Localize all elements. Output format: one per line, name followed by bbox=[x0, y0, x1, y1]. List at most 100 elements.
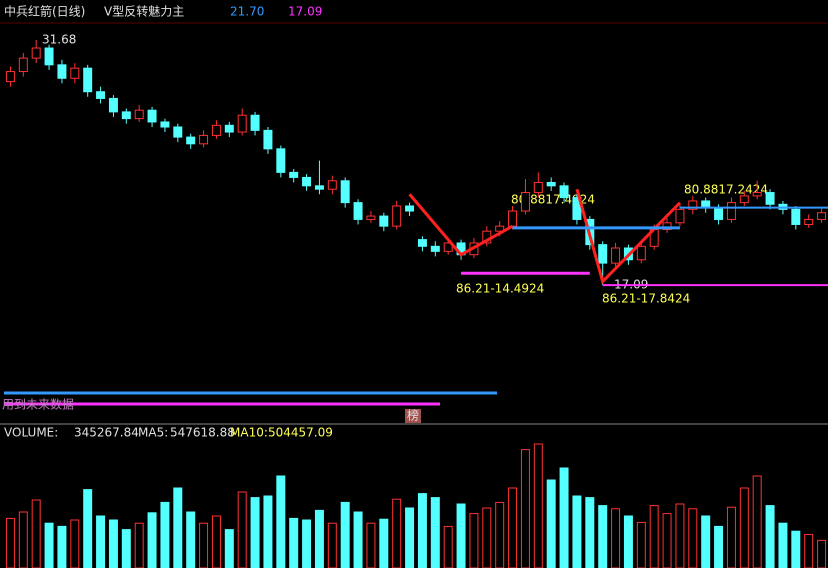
candle-body bbox=[147, 109, 157, 123]
candle-body bbox=[250, 114, 260, 131]
volume-bar bbox=[623, 515, 633, 568]
volume-bar bbox=[276, 475, 286, 568]
candle-body bbox=[726, 202, 736, 220]
volume-bar bbox=[817, 539, 827, 568]
candle-body bbox=[327, 180, 337, 190]
candle-body bbox=[96, 91, 106, 99]
volume-bar bbox=[430, 497, 440, 568]
volume-bar bbox=[778, 522, 788, 568]
candle-body bbox=[173, 126, 183, 138]
candle-body bbox=[353, 202, 363, 220]
volume-bar bbox=[726, 506, 736, 568]
candle-body bbox=[237, 114, 247, 133]
volume-bar bbox=[173, 487, 183, 568]
volume-bar bbox=[366, 522, 376, 568]
candle-body bbox=[314, 185, 324, 190]
candle-body bbox=[598, 244, 608, 264]
candle-body bbox=[263, 129, 273, 150]
volume-bar bbox=[739, 487, 749, 568]
volume-bar bbox=[57, 525, 67, 568]
volume-bar bbox=[108, 519, 118, 568]
volume-bar bbox=[289, 517, 299, 568]
volume-bar bbox=[456, 503, 466, 568]
candle-body bbox=[199, 134, 209, 145]
candle-body bbox=[559, 185, 569, 199]
volume-bar bbox=[714, 525, 724, 568]
volume-bar bbox=[417, 493, 427, 568]
ma5-label: MA5: bbox=[138, 426, 168, 440]
candle-body bbox=[83, 67, 93, 93]
volume-bar bbox=[199, 522, 209, 568]
candle-body bbox=[392, 205, 402, 227]
volume-bar bbox=[186, 511, 196, 568]
candle-body bbox=[289, 171, 299, 178]
candle-body bbox=[5, 71, 15, 83]
volume-bar bbox=[340, 501, 350, 568]
candle-body bbox=[18, 57, 28, 73]
indicator-name: V型反转魅力主 bbox=[104, 4, 184, 19]
volume-bar bbox=[392, 498, 402, 568]
candle-body bbox=[340, 180, 350, 204]
ma10-value: 504457.09 bbox=[268, 426, 333, 440]
candle-body bbox=[44, 47, 54, 66]
volume-bar bbox=[546, 479, 556, 568]
candle-body bbox=[443, 242, 453, 252]
candle-body bbox=[508, 210, 518, 227]
volume-bar bbox=[121, 529, 131, 568]
candle-body bbox=[366, 215, 376, 220]
volume-bar bbox=[559, 467, 569, 568]
volume-bar bbox=[469, 513, 479, 568]
peak-label: 31.68 bbox=[42, 33, 76, 47]
volume-bar bbox=[5, 517, 15, 568]
candle-body bbox=[121, 111, 131, 120]
candle-body bbox=[134, 109, 144, 120]
candle-body bbox=[520, 192, 530, 212]
annotation: 80.8817.2424 bbox=[684, 183, 768, 197]
volume-bar bbox=[649, 505, 659, 568]
note-box bbox=[405, 409, 421, 423]
candle-body bbox=[302, 176, 312, 187]
volume-bar bbox=[302, 519, 312, 568]
candle-body bbox=[31, 47, 41, 59]
volume-label: VOLUME: bbox=[4, 426, 58, 440]
ma5-value: 547618.88 bbox=[170, 426, 235, 440]
volume-bar bbox=[585, 497, 595, 568]
level-label: 21.70 bbox=[230, 5, 264, 19]
volume-bar bbox=[765, 505, 775, 568]
volume-bar bbox=[636, 521, 646, 568]
volume-bar bbox=[250, 497, 260, 568]
volume-bar bbox=[237, 491, 247, 568]
volume-bar bbox=[482, 507, 492, 568]
level-label: 17.09 bbox=[288, 5, 322, 19]
volume-bar bbox=[160, 501, 170, 568]
volume-bar bbox=[495, 501, 505, 568]
candle-body bbox=[70, 67, 80, 79]
ma10-label: MA10: bbox=[230, 426, 268, 440]
candle-body bbox=[546, 181, 556, 187]
candle-body bbox=[701, 200, 711, 209]
volume-bar bbox=[70, 519, 80, 568]
volume-bar bbox=[211, 515, 221, 568]
annotation: 86.21-14.4924 bbox=[456, 282, 544, 296]
volume-bar bbox=[508, 487, 518, 568]
volume-bar bbox=[31, 499, 41, 568]
candle-body bbox=[739, 195, 749, 204]
volume-bar bbox=[688, 508, 698, 568]
candle-body bbox=[688, 200, 698, 210]
candle-body bbox=[57, 64, 67, 79]
candle-body bbox=[495, 225, 505, 232]
volume-bar bbox=[353, 511, 363, 568]
candle-body bbox=[224, 124, 234, 133]
candle-body bbox=[430, 245, 440, 252]
volume-bar bbox=[791, 530, 801, 568]
candle-body bbox=[379, 215, 389, 227]
volume-bar bbox=[520, 449, 530, 568]
candle-body bbox=[817, 212, 827, 220]
candle-body bbox=[211, 124, 221, 136]
candle-body bbox=[752, 192, 762, 197]
candle-body bbox=[765, 192, 775, 205]
annotation: 86.21-17.8424 bbox=[602, 292, 690, 306]
candle-body bbox=[108, 97, 118, 113]
volume-bar bbox=[533, 443, 543, 568]
